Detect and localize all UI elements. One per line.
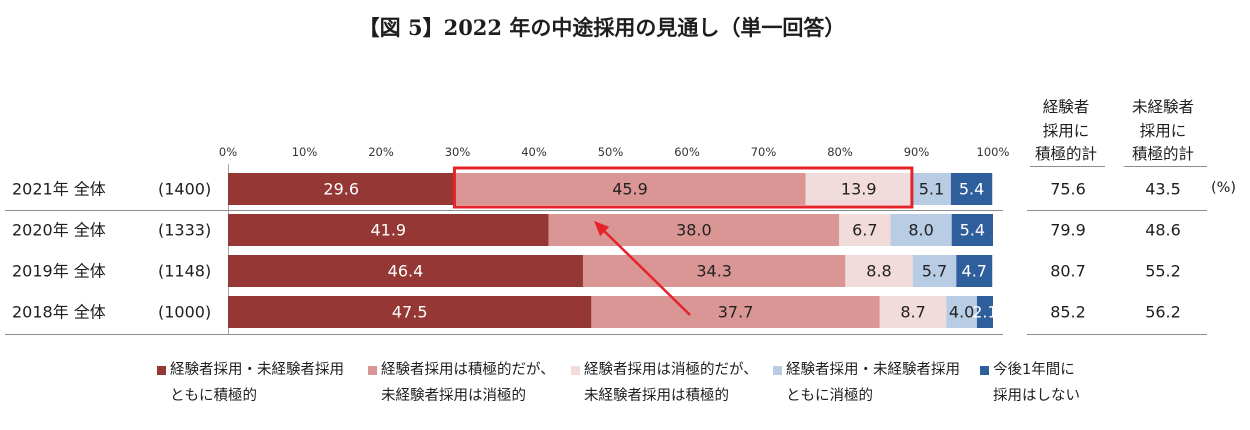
column-header-inexperienced-total: 未経験者 採用に 積極的計 xyxy=(1131,98,1194,163)
legend-label: 経験者採用は積極的だが、 未経験者採用は消極的 xyxy=(381,362,555,404)
bar-segment xyxy=(879,296,947,328)
figure-title: 【図 5】2022 年の中途採用の見通し（単一回答） xyxy=(358,15,846,40)
legend-swatch xyxy=(571,366,580,375)
x-tick-label: 30% xyxy=(445,145,471,159)
bar-segment xyxy=(582,255,846,287)
row-label: 2018年 全体 xyxy=(12,303,106,322)
bar-segment xyxy=(548,214,840,246)
data-label: 8.8 xyxy=(866,262,891,281)
x-tick-label: 70% xyxy=(751,145,777,159)
bar-segment xyxy=(228,296,592,328)
total-experienced-value: 75.6 xyxy=(1050,180,1086,199)
x-tick-label: 20% xyxy=(368,145,394,159)
bar-segment xyxy=(946,296,977,328)
bar-segment xyxy=(845,255,913,287)
x-tick-label: 60% xyxy=(674,145,700,159)
data-label: 38.0 xyxy=(676,221,712,240)
legend-swatch xyxy=(157,366,166,375)
bar-segment xyxy=(805,173,912,205)
row-label: 2021年 全体 xyxy=(12,180,106,199)
legend-label: 経験者採用は消極的だが、 未経験者採用は積極的 xyxy=(584,362,758,404)
total-experienced-value: 79.9 xyxy=(1050,221,1086,240)
legend-label: 今後1年間に 採用はしない xyxy=(993,362,1080,404)
total-experienced-value: 80.7 xyxy=(1050,262,1086,281)
legend-swatch xyxy=(368,366,377,375)
annotation-arrow-shaft xyxy=(603,230,691,316)
total-inexperienced-value: 48.6 xyxy=(1145,221,1181,240)
bar-segment xyxy=(228,255,583,287)
x-tick-label: 90% xyxy=(904,145,930,159)
bar-segment xyxy=(839,214,891,246)
data-label: 8.7 xyxy=(900,303,925,322)
bar-segments xyxy=(228,173,993,328)
sample-size-label: (1400) xyxy=(158,180,211,199)
bar-segment xyxy=(956,255,993,287)
data-label: 5.7 xyxy=(922,262,947,281)
bar-segment xyxy=(976,296,993,328)
data-label: 41.9 xyxy=(370,221,406,240)
x-tick-label: 80% xyxy=(827,145,853,159)
data-label: 5.4 xyxy=(960,221,985,240)
data-label: 4.7 xyxy=(962,262,987,281)
legend-label: 経験者採用・未経験者採用 ともに消極的 xyxy=(786,362,960,404)
sample-size-label: (1000) xyxy=(158,303,211,322)
x-tick-label: 10% xyxy=(292,145,318,159)
bar-segment xyxy=(950,173,993,205)
bar-segment xyxy=(591,296,880,328)
total-inexperienced-value: 43.5 xyxy=(1145,180,1181,199)
legend-swatch xyxy=(773,366,782,375)
annotation-arrow-head xyxy=(594,221,610,237)
data-label: 5.4 xyxy=(959,180,984,199)
data-label: 4.0 xyxy=(949,303,974,322)
bar-segment xyxy=(911,173,951,205)
data-label: 29.6 xyxy=(323,180,359,199)
row-label: 2019年 全体 xyxy=(12,262,106,281)
data-label: 2.1 xyxy=(972,303,997,322)
x-axis-ticks: 0% 10% 20% 30% 40% 50% 60% 70% 80% 90% 100% xyxy=(219,145,1010,159)
bar-segment xyxy=(228,214,549,246)
x-tick-label: 50% xyxy=(598,145,624,159)
bar-segment xyxy=(228,173,455,205)
bar-segment xyxy=(890,214,952,246)
data-label: 47.5 xyxy=(392,303,428,322)
legend-swatch xyxy=(980,366,989,375)
total-inexperienced-value: 56.2 xyxy=(1145,303,1181,322)
row-label: 2020年 全体 xyxy=(12,221,106,240)
highlight-annotation xyxy=(452,166,914,316)
bar-segment xyxy=(912,255,957,287)
data-label: 37.7 xyxy=(718,303,754,322)
data-label: 13.9 xyxy=(841,180,877,199)
unit-label: (%) xyxy=(1211,180,1237,196)
total-experienced-value: 85.2 xyxy=(1050,303,1086,322)
x-tick-label: 0% xyxy=(219,145,237,159)
highlight-box xyxy=(452,166,914,209)
data-label: 46.4 xyxy=(388,262,424,281)
data-label: 8.0 xyxy=(908,221,933,240)
x-tick-label: 100% xyxy=(977,145,1010,159)
bar-segment xyxy=(454,173,806,205)
data-label: 5.1 xyxy=(919,180,944,199)
total-inexperienced-value: 55.2 xyxy=(1145,262,1181,281)
data-label: 45.9 xyxy=(612,180,648,199)
data-labels: 29.6 45.9 13.9 5.1 5.4 41.9 38.0 6.7 8.0 5.4 46.4 3… xyxy=(323,180,997,322)
bar-segment xyxy=(951,214,993,246)
legend-label: 経験者採用・未経験者採用 ともに積極的 xyxy=(170,362,344,404)
sample-size-label: (1333) xyxy=(158,221,211,240)
column-header-experienced-total: 経験者 採用に 積極的計 xyxy=(1034,98,1097,163)
data-label: 34.3 xyxy=(696,262,732,281)
row-texts: 2021年 全体 (1400) 75.6 43.5 2020年 全体 (1333) 79.9… xyxy=(12,180,1181,322)
x-tick-label: 40% xyxy=(521,145,547,159)
data-label: 6.7 xyxy=(852,221,877,240)
sample-size-label: (1148) xyxy=(158,262,211,281)
